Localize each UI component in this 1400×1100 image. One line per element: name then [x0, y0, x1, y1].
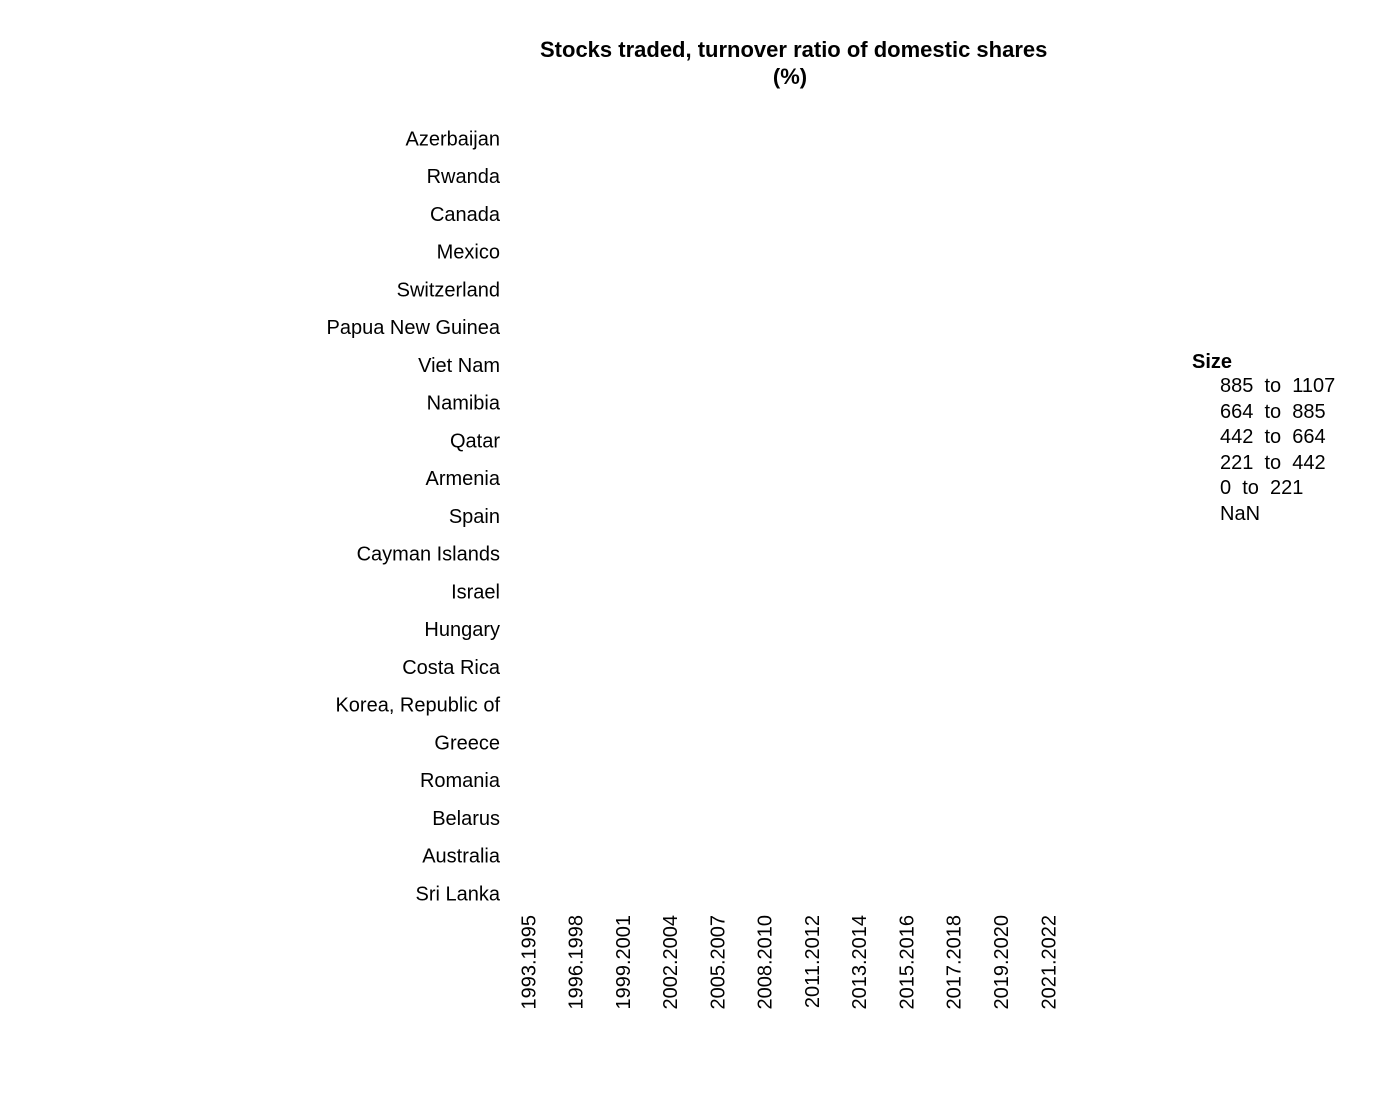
- x-tick-label: 1999.2001: [613, 915, 635, 1010]
- x-tick-label: 2008.2010: [755, 915, 777, 1010]
- y-tick-label: Switzerland: [397, 279, 500, 301]
- y-tick-label: Sri Lanka: [416, 883, 501, 905]
- x-tick-label: 1993.1995: [518, 915, 540, 1010]
- x-tick-label: 2002.2004: [660, 915, 682, 1010]
- x-tick-label: 2011.2012: [802, 915, 824, 1008]
- y-tick-label: Namibia: [427, 393, 501, 415]
- x-tick-label: 2005.2007: [707, 915, 729, 1010]
- y-tick-label: Romania: [420, 770, 501, 792]
- y-tick-label: Armenia: [426, 468, 501, 490]
- y-tick-label: Rwanda: [427, 166, 501, 188]
- x-tick-label: 2017.2018: [944, 915, 966, 1010]
- x-tick-label: 2019.2020: [991, 915, 1013, 1010]
- x-tick-label: 2013.2014: [849, 915, 871, 1010]
- chart-title: Stocks traded, turnover ratio of domesti…: [540, 36, 1048, 90]
- legend-item: 664 to 885: [1220, 400, 1326, 423]
- y-tick-label: Azerbaijan: [405, 128, 500, 150]
- x-tick-label: 2015.2016: [896, 915, 918, 1010]
- y-tick-label: Cayman Islands: [357, 544, 500, 566]
- legend-item: 0 to 221: [1220, 477, 1304, 500]
- legend-item: 221 to 442: [1220, 451, 1326, 474]
- y-tick-label: Hungary: [424, 619, 500, 641]
- legend-item: 442 to 664: [1220, 426, 1326, 449]
- x-tick-label: 1996.1998: [566, 915, 588, 1010]
- y-tick-label: Papua New Guinea: [327, 317, 501, 339]
- chart-subtitle: (%): [772, 64, 808, 89]
- legend-title: Size: [1192, 351, 1233, 373]
- legend-item: 885 to 1107: [1220, 375, 1336, 397]
- y-tick-label: Greece: [434, 732, 500, 754]
- y-tick-label: Korea, Republic of: [335, 695, 500, 717]
- y-tick-label: Australia: [422, 846, 501, 868]
- x-axis-labels: 1993.1995 1996.1998 1999.2001 2002.2004 2005…: [518, 915, 1060, 1010]
- y-axis-labels: Azerbaijan Rwanda Canada Mexico Switzerland P…: [327, 128, 501, 905]
- y-tick-label: Mexico: [437, 242, 500, 264]
- y-tick-label: Israel: [451, 581, 500, 603]
- x-tick-label: 2021.2022: [1038, 915, 1060, 1010]
- y-tick-label: Belarus: [432, 808, 500, 830]
- y-tick-label: Viet Nam: [418, 355, 500, 377]
- chart-title-line: Stocks traded, turnover ratio of domesti…: [540, 37, 1048, 62]
- size-legend: Size 885 to 1107 664 to 885 442 to 664 221 …: [1192, 350, 1335, 528]
- y-tick-label: Canada: [430, 204, 501, 226]
- y-tick-label: Spain: [449, 506, 500, 528]
- legend-item: NaN: [1220, 502, 1261, 525]
- legend-items: 885 to 1107 664 to 885 442 to 664 221 to 44…: [1220, 374, 1335, 528]
- y-tick-label: Qatar: [450, 430, 500, 452]
- y-tick-label: Costa Rica: [402, 657, 501, 679]
